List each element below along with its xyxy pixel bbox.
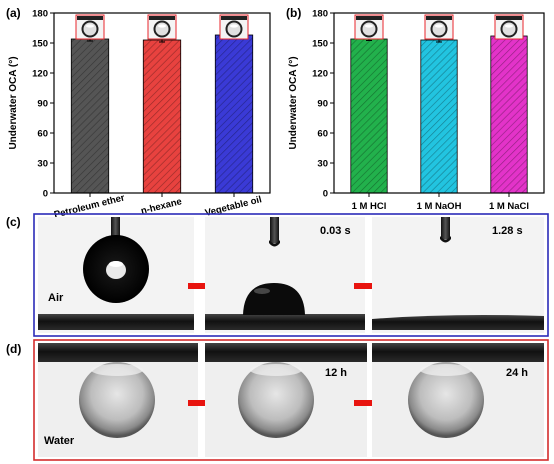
- photo-d-3: 24 h: [372, 343, 544, 457]
- y-tick-label: 120: [312, 69, 328, 80]
- photo-c-3: 1.28 s: [372, 217, 544, 333]
- y-tick-label: 60: [37, 129, 48, 140]
- panel-label-d: (d): [6, 342, 21, 356]
- photo-c-2: 0.03 s: [205, 217, 365, 333]
- inset-highlight: [365, 24, 373, 28]
- inset-droplet: [430, 20, 448, 38]
- inset-substrate: [77, 16, 103, 20]
- y-tick-label: 150: [312, 39, 328, 50]
- inset-highlight: [86, 24, 94, 28]
- y-tick-label: 60: [317, 129, 328, 140]
- y-tick-label: 180: [32, 9, 48, 20]
- inset-highlight: [158, 24, 166, 28]
- chart-a: (a) Underwater OCA (°) 0306090120150180 …: [6, 6, 271, 221]
- y-axis-label-b: Underwater OCA (°): [288, 56, 299, 149]
- bar-hatch: [350, 39, 388, 193]
- inset-highlight: [435, 24, 443, 28]
- inset-substrate: [496, 16, 522, 20]
- plot-frame-a: [53, 12, 271, 194]
- y-tick-label: 30: [317, 159, 328, 170]
- inset-droplet: [500, 20, 518, 38]
- panel-d-border: [33, 339, 549, 461]
- medium-label-water: Water: [44, 435, 75, 447]
- bar-hatch: [420, 40, 458, 193]
- bars-a: [70, 33, 254, 194]
- panel-d: (d) Water 12 h 24 h: [6, 339, 549, 461]
- inset-highlight: [505, 24, 513, 28]
- y-ticks-b: 0 30 60 90 120 150 180: [312, 9, 334, 200]
- bar-hatch: [215, 35, 253, 193]
- panel-label-b: (b): [286, 6, 301, 20]
- medium-label-air: Air: [48, 292, 64, 304]
- x-tick-label: 1 M NaOH: [417, 201, 462, 212]
- y-tick-label: 150: [32, 39, 48, 50]
- inset-substrate: [426, 16, 452, 20]
- bars-b: [350, 34, 528, 194]
- photo-d-1: Water: [38, 343, 198, 457]
- y-ticks-a: 0 30 60 90 120 150 180: [32, 9, 54, 200]
- y-axis-label-a: Underwater OCA (°): [8, 56, 19, 149]
- inset-substrate: [221, 16, 247, 20]
- y-tick-label: 180: [312, 9, 328, 20]
- x-labels-b: 1 M HCl 1 M NaOH 1 M NaCl: [352, 193, 529, 212]
- panel-c: (c) Air 0.03 s: [6, 213, 549, 337]
- chart-b: (b) Underwater OCA (°) 0306090120150180 …: [286, 6, 545, 212]
- time-label-d-1: 12 h: [325, 367, 347, 379]
- y-tick-label: 90: [37, 99, 48, 110]
- y-tick-label: 120: [32, 69, 48, 80]
- time-label-d-2: 24 h: [506, 367, 528, 379]
- y-tick-label: 0: [323, 189, 328, 200]
- bar-hatch: [143, 40, 181, 193]
- panel-label-a: (a): [6, 6, 21, 20]
- inset-droplet: [81, 20, 99, 38]
- insets-b: [354, 14, 524, 40]
- inset-substrate: [356, 16, 382, 20]
- x-labels-a: Petroleum ether n-hexane Vegetable oil: [53, 192, 263, 220]
- panel-c-border: [33, 213, 549, 337]
- time-label-c-2: 1.28 s: [492, 225, 523, 237]
- x-tick-label: 1 M HCl: [352, 201, 387, 212]
- y-tick-label: 30: [37, 159, 48, 170]
- inset-droplet: [225, 20, 243, 38]
- inset-droplet: [153, 20, 171, 38]
- inset-droplet: [360, 20, 378, 38]
- time-label-c-1: 0.03 s: [320, 225, 351, 237]
- plot-frame-b: [333, 12, 545, 194]
- bar-hatch: [71, 39, 109, 193]
- x-tick-label: 1 M NaCl: [489, 201, 529, 212]
- panel-label-c: (c): [6, 215, 21, 229]
- inset-highlight: [230, 24, 238, 28]
- bar-hatch: [490, 36, 528, 193]
- x-tick-label: Vegetable oil: [204, 194, 263, 219]
- insets-a: [75, 14, 249, 40]
- inset-substrate: [149, 16, 175, 20]
- y-tick-label: 90: [317, 99, 328, 110]
- y-tick-label: 0: [43, 189, 48, 200]
- photo-d-2: 12 h: [205, 343, 367, 457]
- photo-c-1: Air: [38, 217, 194, 333]
